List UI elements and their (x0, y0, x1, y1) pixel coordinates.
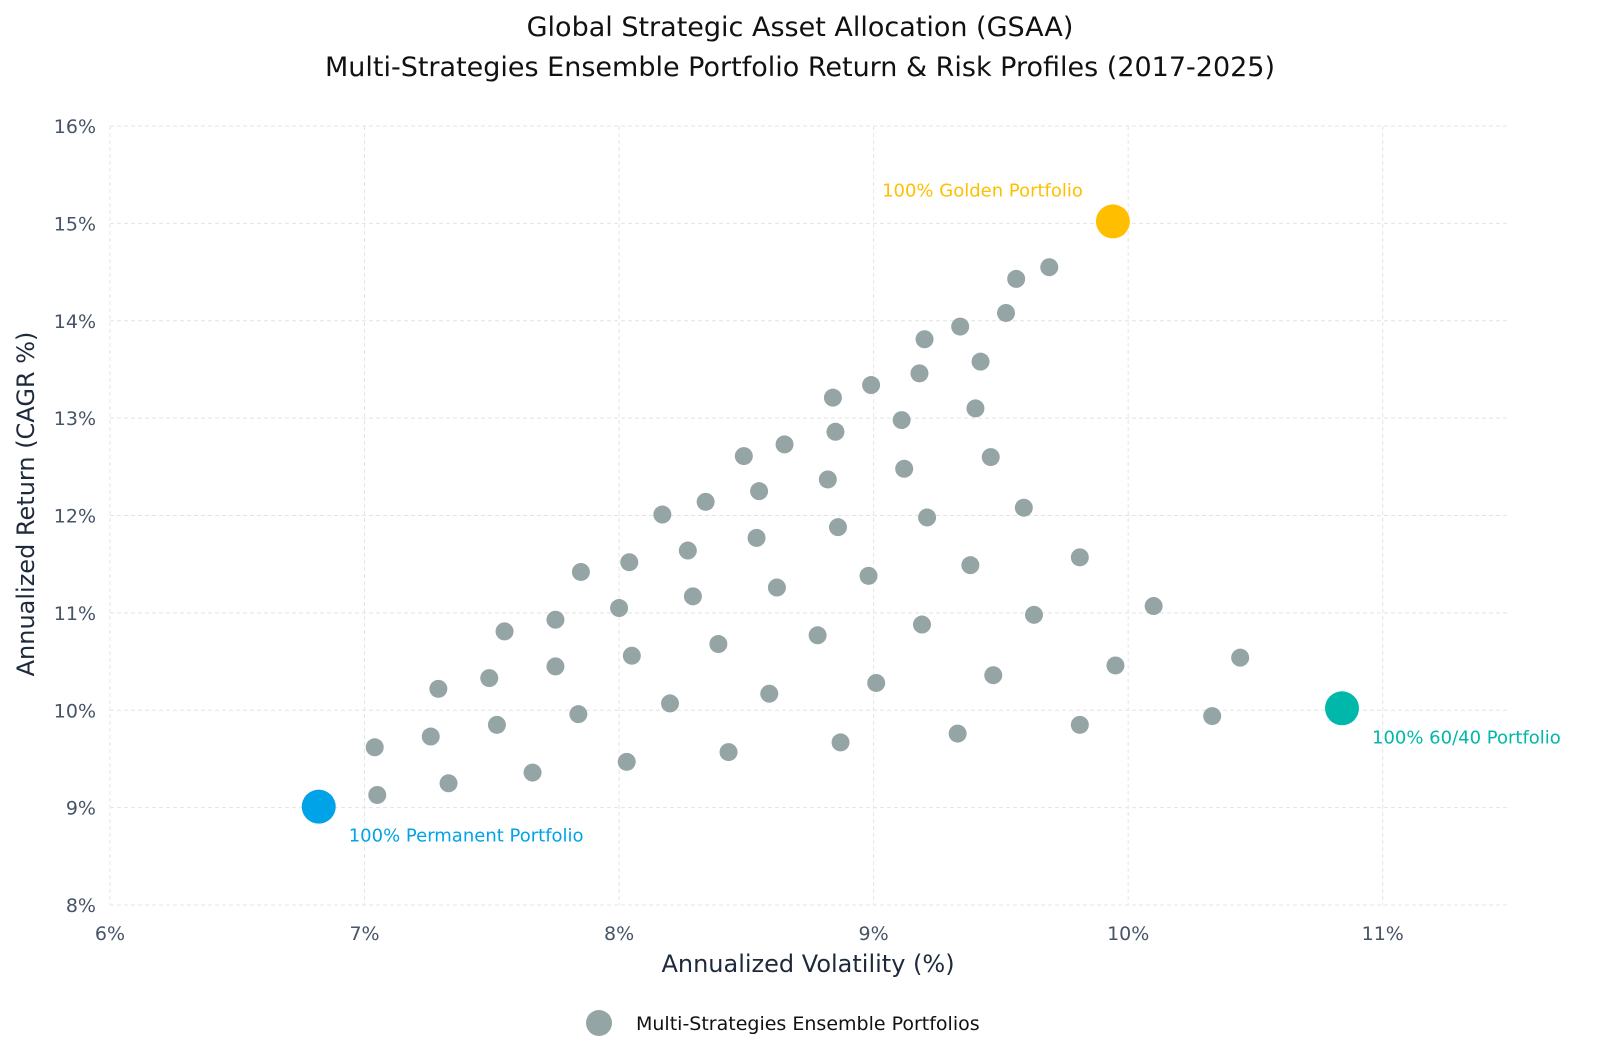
y-tick-label: 10% (54, 700, 96, 722)
data-point (1231, 648, 1250, 667)
data-point (365, 738, 384, 757)
data-point (961, 556, 980, 575)
data-point (823, 388, 842, 407)
data-point (951, 317, 970, 336)
data-point (867, 673, 886, 692)
data-point (859, 566, 878, 585)
legend-marker (586, 1010, 612, 1036)
x-tick-label: 9% (859, 923, 889, 945)
data-point (1070, 715, 1089, 734)
x-tick-label: 6% (95, 923, 125, 945)
data-point (826, 422, 845, 441)
data-point (421, 727, 440, 746)
data-point (622, 646, 641, 665)
data-point (661, 694, 679, 713)
data-point (910, 364, 929, 383)
data-point (831, 733, 850, 752)
data-point (913, 615, 931, 634)
chart-title: Global Strategic Asset Allocation (GSAA) (527, 12, 1074, 43)
data-point (829, 518, 847, 537)
highlight-label: 100% 60/40 Portfolio (1372, 727, 1561, 748)
y-axis-ticks: 8% 9% 10% 11% 12% 13% 14% 15% 16% (54, 116, 96, 917)
data-point (1014, 498, 1033, 517)
data-point (429, 679, 448, 698)
data-point (1203, 707, 1222, 726)
data-points (365, 258, 1250, 804)
data-point (719, 743, 738, 762)
data-point (767, 578, 786, 597)
data-point (966, 399, 985, 418)
data-point (546, 610, 565, 629)
chart-subtitle: Multi-Strategies Ensemble Portfolio Retu… (325, 52, 1275, 83)
data-point (775, 435, 794, 454)
y-tick-label: 13% (54, 408, 96, 430)
highlight-label: 100% Permanent Portfolio (349, 826, 584, 847)
data-point (571, 562, 590, 581)
data-point (495, 622, 514, 641)
data-point (747, 528, 766, 547)
highlight-point (1325, 691, 1359, 726)
data-point (569, 705, 588, 724)
data-point (997, 303, 1015, 322)
x-axis-ticks: 6% 7% 8% 9% 10% 11% (95, 923, 1404, 945)
y-tick-label: 11% (54, 603, 96, 625)
legend: Multi-Strategies Ensemble Portfolios (586, 1010, 980, 1036)
x-tick-label: 8% (604, 923, 634, 945)
legend-label: Multi-Strategies Ensemble Portfolios (636, 1013, 980, 1035)
data-point (734, 447, 753, 466)
y-axis-title: Annualized Return (CAGR %) (12, 332, 40, 677)
highlight-points: 100% Permanent Portfolio 100% Golden Port… (301, 180, 1561, 847)
data-point (948, 724, 967, 743)
data-point (523, 763, 542, 782)
data-point (653, 505, 672, 524)
data-point (1025, 605, 1043, 624)
data-point (895, 459, 914, 478)
grid (109, 125, 1510, 906)
data-point (750, 482, 769, 501)
y-tick-label: 8% (66, 895, 96, 917)
data-point (1070, 548, 1089, 567)
data-point (1040, 258, 1059, 277)
data-point (617, 752, 636, 771)
x-tick-label: 7% (349, 923, 379, 945)
data-point (818, 470, 837, 489)
data-point (610, 599, 629, 618)
highlight-point (1095, 204, 1130, 239)
data-point (487, 715, 506, 734)
data-point (984, 666, 1003, 685)
x-axis-title: Annualized Volatility (%) (661, 950, 954, 978)
data-point (1144, 597, 1163, 616)
data-point (808, 626, 827, 645)
y-tick-label: 12% (54, 506, 96, 528)
x-tick-label: 10% (1107, 923, 1149, 945)
data-point (862, 376, 881, 395)
data-point (1007, 269, 1026, 288)
data-point (918, 508, 937, 527)
x-tick-label: 11% (1362, 923, 1404, 945)
data-point (971, 352, 990, 371)
y-tick-label: 15% (54, 213, 96, 235)
data-point (709, 635, 728, 654)
data-point (760, 684, 779, 703)
highlight-point (301, 789, 336, 824)
data-point (915, 330, 934, 349)
data-point (683, 587, 702, 606)
y-tick-label: 9% (66, 798, 96, 820)
data-point (620, 553, 639, 572)
data-point (696, 492, 715, 511)
data-point (1106, 656, 1125, 675)
data-point (439, 774, 458, 793)
data-point (981, 448, 1000, 467)
data-point (546, 657, 565, 676)
data-point (368, 785, 387, 804)
y-tick-label: 14% (54, 311, 96, 333)
data-point (892, 411, 911, 430)
data-point (480, 669, 499, 688)
highlight-label: 100% Golden Portfolio (882, 180, 1083, 201)
data-point (678, 541, 697, 560)
y-tick-label: 16% (54, 116, 96, 138)
